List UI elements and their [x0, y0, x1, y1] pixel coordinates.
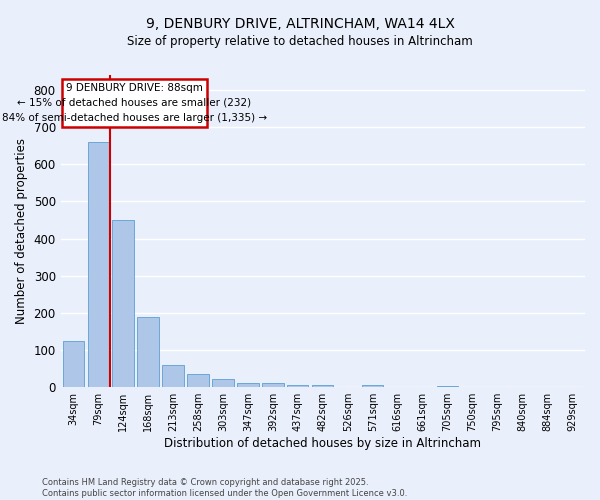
Bar — [112, 220, 134, 387]
Bar — [137, 316, 158, 387]
Bar — [62, 340, 84, 387]
Bar — [437, 386, 458, 387]
Bar — [312, 386, 334, 387]
Text: 9, DENBURY DRIVE, ALTRINCHAM, WA14 4LX: 9, DENBURY DRIVE, ALTRINCHAM, WA14 4LX — [146, 18, 454, 32]
Text: 9 DENBURY DRIVE: 88sqm
← 15% of detached houses are smaller (232)
84% of semi-de: 9 DENBURY DRIVE: 88sqm ← 15% of detached… — [2, 83, 267, 122]
Bar — [62, 78, 207, 127]
Text: Size of property relative to detached houses in Altrincham: Size of property relative to detached ho… — [127, 35, 473, 48]
Bar — [163, 365, 184, 387]
X-axis label: Distribution of detached houses by size in Altrincham: Distribution of detached houses by size … — [164, 437, 481, 450]
Bar — [238, 384, 259, 387]
Text: Contains HM Land Registry data © Crown copyright and database right 2025.
Contai: Contains HM Land Registry data © Crown c… — [42, 478, 407, 498]
Bar — [262, 384, 284, 387]
Y-axis label: Number of detached properties: Number of detached properties — [15, 138, 28, 324]
Bar — [362, 386, 383, 387]
Bar — [212, 379, 233, 387]
Bar — [88, 142, 109, 387]
Bar — [187, 374, 209, 387]
Bar — [287, 386, 308, 387]
